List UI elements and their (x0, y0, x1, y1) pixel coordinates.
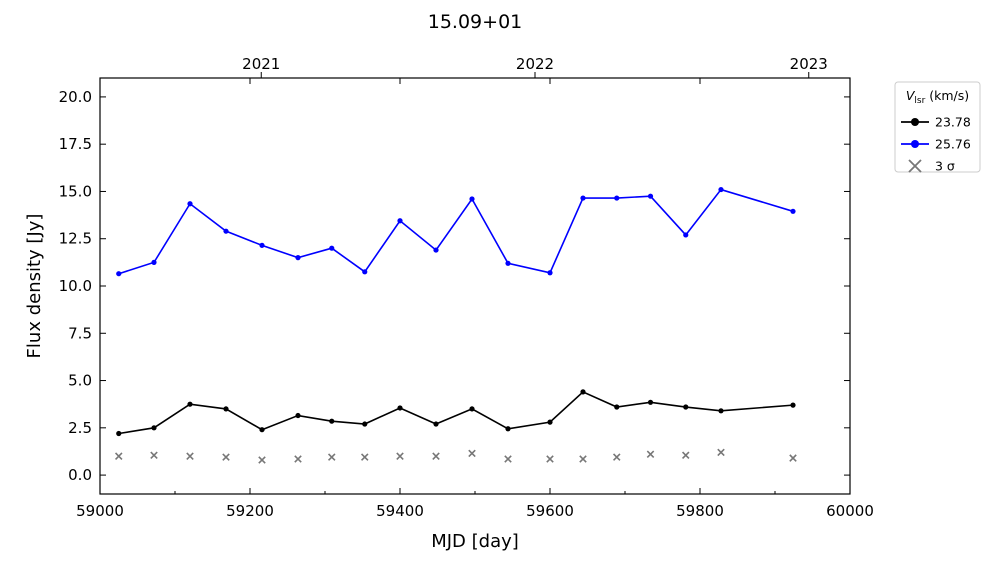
y-axis-label: Flux density [Jy] (24, 214, 45, 359)
sigma-point (717, 448, 725, 457)
data-point (469, 196, 475, 202)
data-point (547, 270, 553, 276)
x-tick-label: 59600 (526, 502, 574, 520)
data-point (683, 232, 689, 238)
sigma-point (258, 456, 266, 464)
data-point (295, 412, 301, 419)
series-3 (114, 448, 797, 464)
data-point (329, 418, 335, 424)
data-point (151, 425, 157, 431)
data-point (397, 218, 403, 224)
legend-title: Vlsr (km/s) (906, 88, 969, 106)
data-point (397, 405, 403, 411)
data-point (223, 228, 229, 234)
sigma-point (186, 452, 194, 460)
x-tick-label: 59800 (676, 502, 724, 520)
data-point (259, 427, 265, 433)
y-tick-label: 15.0 (59, 182, 92, 200)
data-point (362, 421, 368, 427)
y-tick-label: 20.0 (59, 88, 92, 106)
data-point (580, 389, 586, 395)
sigma-point (468, 449, 476, 458)
data-point (433, 247, 439, 253)
y-tick-label: 12.5 (59, 230, 92, 248)
data-point (505, 260, 511, 266)
legend-label: 23.78 (935, 115, 971, 130)
axes-frame (99, 77, 851, 495)
data-point (295, 255, 301, 261)
y-tick-label: 7.5 (68, 324, 92, 342)
data-point (329, 245, 335, 251)
x-tick-label: 60000 (826, 502, 874, 520)
legend-label: 3 σ (935, 159, 955, 174)
y-tick-label: 10.0 (59, 277, 92, 295)
data-point (433, 421, 439, 427)
legend: Vlsr (km/s) 23.78 25.76 3 σ (894, 81, 981, 174)
sigma-point (432, 452, 440, 460)
sigma-point (294, 455, 302, 463)
y-tick-label: 0.0 (68, 466, 92, 484)
sigma-point (789, 454, 797, 462)
y-tick-label: 17.5 (59, 135, 92, 153)
x-axis-label: MJD [day] (431, 531, 519, 552)
sigma-point (681, 451, 690, 460)
legend-label: 25.76 (935, 137, 971, 152)
data-point (151, 259, 157, 265)
data-point (116, 430, 122, 437)
sigma-point (114, 452, 123, 460)
sigma-point (612, 453, 621, 461)
sigma-point (396, 452, 404, 460)
sigma-point (579, 455, 587, 463)
data-point (580, 195, 586, 201)
data-point (790, 208, 796, 214)
sigma-point (546, 455, 554, 463)
plot-area: 59000 59200 59400 59600 59800 60000 0.0 2.5 5.0 7… (59, 55, 874, 520)
data-point (547, 419, 553, 425)
data-point (718, 186, 724, 193)
data-point (647, 399, 654, 405)
data-point (187, 201, 193, 207)
data-point (223, 406, 229, 412)
sigma-point (327, 453, 336, 461)
data-point (187, 401, 193, 407)
data-point (469, 406, 475, 412)
y-tick-label: 5.0 (68, 372, 92, 390)
legend-marker (911, 140, 919, 148)
data-point (362, 269, 368, 275)
legend-box (894, 81, 981, 173)
top-year-label: 2021 (242, 55, 280, 73)
x-tick-label: 59400 (376, 502, 424, 520)
top-year-label: 2022 (516, 55, 554, 73)
sigma-point (222, 453, 230, 461)
x-tick-label: 59000 (76, 502, 124, 520)
series-2 (116, 186, 796, 277)
data-point (614, 404, 620, 410)
legend-marker (908, 159, 922, 173)
data-point (683, 404, 689, 410)
data-point (718, 408, 724, 414)
sigma-point (646, 450, 655, 459)
series-line (118, 390, 794, 435)
data-point (614, 195, 620, 201)
data-point (790, 402, 796, 408)
y-tick-label: 2.5 (68, 419, 92, 437)
series-1 (116, 389, 796, 437)
data-point (505, 426, 511, 432)
data-point (116, 271, 122, 277)
data-point (259, 242, 265, 248)
data-point (647, 193, 654, 199)
top-year-label: 2023 (790, 55, 828, 73)
sigma-point (360, 453, 369, 461)
series-line (118, 188, 794, 275)
legend-marker (911, 118, 919, 126)
sigma-point (504, 455, 512, 463)
chart-title: 15.09+01 (428, 11, 523, 33)
x-tick-label: 59200 (226, 502, 274, 520)
sigma-point (150, 451, 158, 460)
